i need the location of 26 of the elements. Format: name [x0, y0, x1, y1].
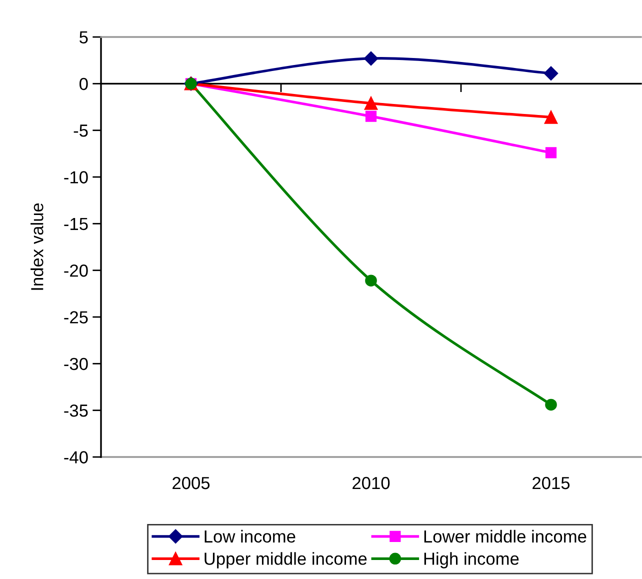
point [544, 110, 558, 124]
x-tick-label: 2015 [532, 476, 570, 490]
point [544, 66, 558, 80]
y-axis-title: Index value [30, 203, 44, 290]
legend-label: Low income [204, 530, 296, 543]
y-tick-label: -40 [64, 451, 88, 464]
point [364, 51, 378, 66]
y-tick-label: 0 [80, 78, 88, 90]
point [364, 96, 378, 110]
x-tick-label: 2010 [352, 476, 390, 490]
point [545, 147, 557, 158]
legend-label: Upper middle income [204, 552, 367, 568]
y-tick-label: -10 [64, 171, 88, 184]
y-tick-label: -35 [64, 404, 88, 417]
y-tick-label: -5 [74, 124, 88, 137]
y-tick-label: -20 [64, 264, 88, 277]
legend-label: Lower middle income [424, 530, 586, 543]
point [365, 110, 377, 122]
x-tick-label: 2005 [172, 476, 210, 490]
point [545, 398, 557, 411]
y-tick-label: 5 [80, 31, 88, 44]
legend-label: High income [424, 552, 519, 568]
y-tick-label: -15 [64, 218, 88, 230]
y-tick-label: -25 [64, 311, 88, 324]
point [365, 274, 377, 287]
y-tick-label: -30 [64, 358, 88, 370]
